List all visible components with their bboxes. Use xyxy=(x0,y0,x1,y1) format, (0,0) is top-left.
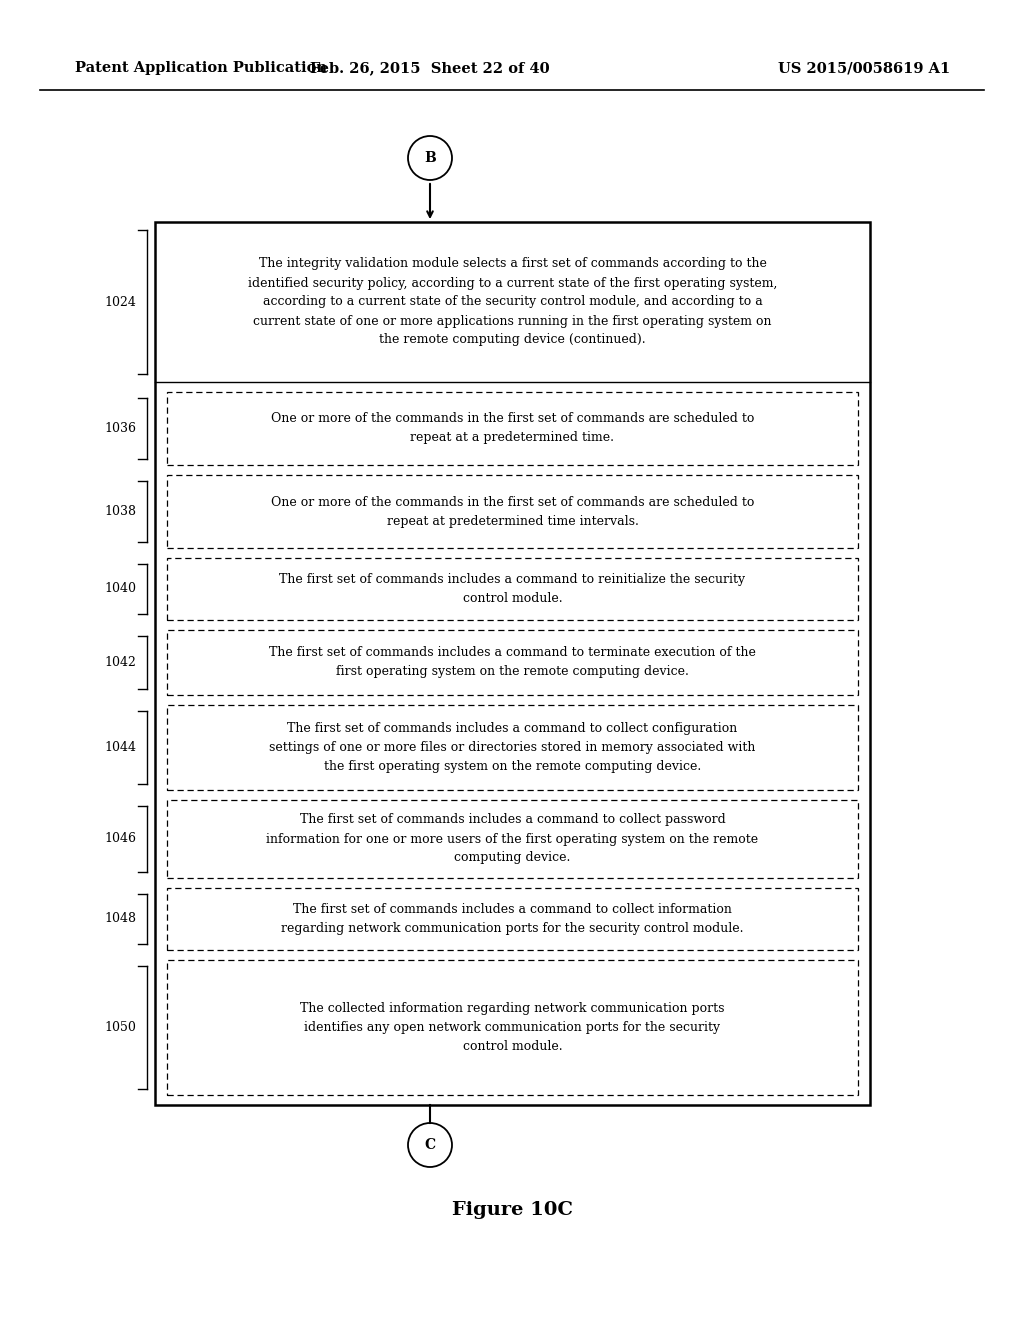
Bar xyxy=(167,960,858,1096)
Bar xyxy=(167,800,858,878)
Bar xyxy=(167,888,858,950)
Text: Patent Application Publication: Patent Application Publication xyxy=(75,61,327,75)
Text: Feb. 26, 2015  Sheet 22 of 40: Feb. 26, 2015 Sheet 22 of 40 xyxy=(310,61,550,75)
Text: C: C xyxy=(424,1138,435,1152)
Text: 1050: 1050 xyxy=(104,1020,136,1034)
Text: The first set of commands includes a command to collect password
information for: The first set of commands includes a com… xyxy=(266,813,759,865)
Text: 1048: 1048 xyxy=(104,912,136,925)
Text: The first set of commands includes a command to reinitialize the security
contro: The first set of commands includes a com… xyxy=(280,573,745,605)
Text: 1036: 1036 xyxy=(104,422,136,436)
Text: 1042: 1042 xyxy=(104,656,136,669)
Text: 1040: 1040 xyxy=(104,582,136,595)
Text: US 2015/0058619 A1: US 2015/0058619 A1 xyxy=(778,61,950,75)
Text: The integrity validation module selects a first set of commands according to the: The integrity validation module selects … xyxy=(248,257,777,346)
Bar xyxy=(167,630,858,696)
Bar xyxy=(155,222,870,1105)
Bar xyxy=(167,475,858,548)
Text: One or more of the commands in the first set of commands are scheduled to
repeat: One or more of the commands in the first… xyxy=(270,412,755,445)
Bar xyxy=(167,705,858,789)
Bar xyxy=(167,392,858,465)
Text: B: B xyxy=(424,150,436,165)
Text: 1038: 1038 xyxy=(104,506,136,517)
Bar xyxy=(167,558,858,620)
Text: 1044: 1044 xyxy=(104,741,136,754)
Text: The first set of commands includes a command to collect configuration
settings o: The first set of commands includes a com… xyxy=(269,722,756,774)
Text: 1046: 1046 xyxy=(104,833,136,846)
Text: The first set of commands includes a command to collect information
regarding ne: The first set of commands includes a com… xyxy=(282,903,743,935)
Text: The first set of commands includes a command to terminate execution of the
first: The first set of commands includes a com… xyxy=(269,647,756,678)
Text: One or more of the commands in the first set of commands are scheduled to
repeat: One or more of the commands in the first… xyxy=(270,495,755,528)
Text: 1024: 1024 xyxy=(104,296,136,309)
Text: Figure 10C: Figure 10C xyxy=(452,1201,572,1218)
Text: The collected information regarding network communication ports
identifies any o: The collected information regarding netw… xyxy=(300,1002,725,1053)
